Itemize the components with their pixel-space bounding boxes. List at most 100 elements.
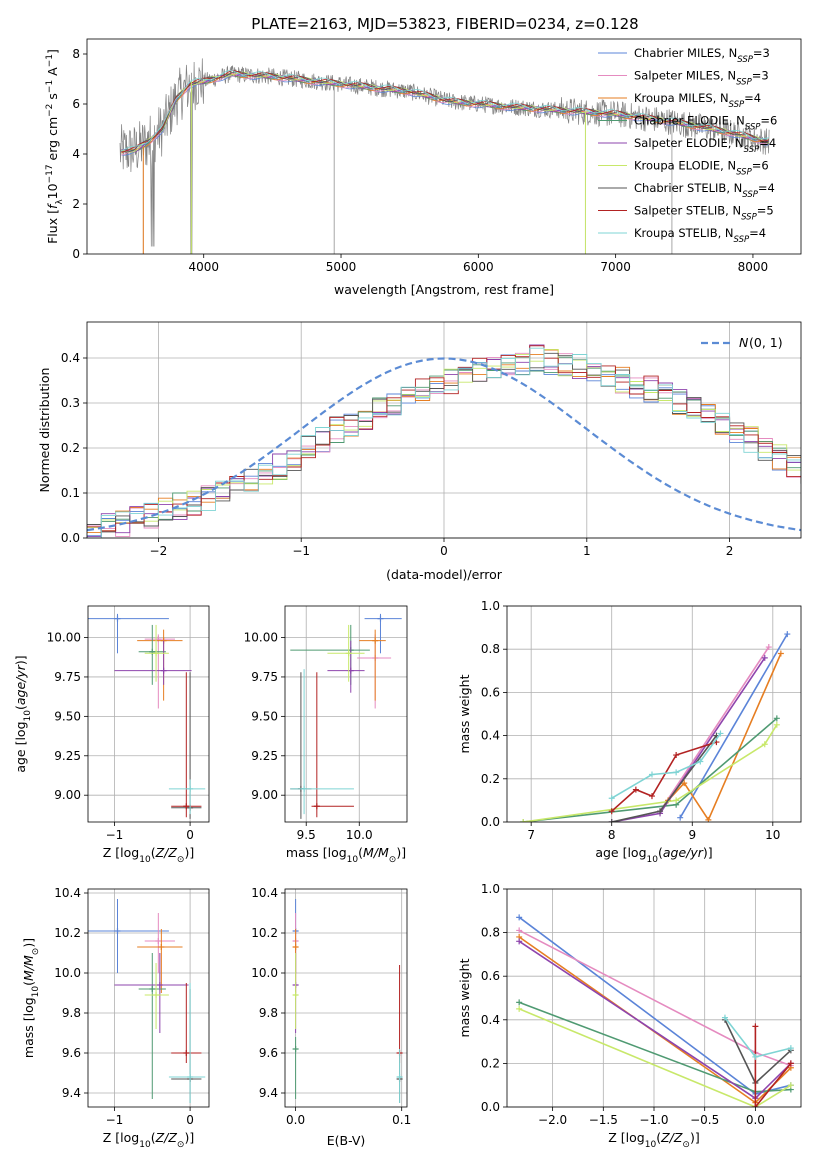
legend-entry: (0, 1) <box>749 335 783 350</box>
data-point <box>187 785 194 792</box>
y-tick-label: 9.4 <box>62 1086 81 1100</box>
x-axis-label: E(B-V) <box>327 1133 366 1148</box>
plot-area <box>87 39 801 254</box>
axes-massweight-vs-age: 7 8 9 10 0.0 0.2 0.4 0.6 0.8 1.0 age [log10(age/yr… <box>457 599 802 865</box>
mass-weight-point <box>608 819 615 822</box>
residual-histogram-series <box>87 352 801 533</box>
mass-weight-point <box>784 631 791 638</box>
y-tick-label: 10.2 <box>54 926 81 940</box>
mass-weight-point <box>717 730 724 737</box>
data-point <box>114 615 121 622</box>
x-tick-label: −1 <box>292 544 310 558</box>
mass-weight-point <box>673 769 680 776</box>
mass-weight-point <box>787 1060 794 1067</box>
y-tick-label: 1.0 <box>481 882 500 896</box>
y-tick-label: 10.0 <box>54 966 81 980</box>
y-tick-label: 0.2 <box>61 441 80 455</box>
plot-marks <box>88 613 206 819</box>
mass-weight-point <box>681 780 688 787</box>
y-tick-label: 9.8 <box>62 1006 81 1020</box>
y-axis-label: mass [log10(M/M⊙)] <box>21 938 41 1058</box>
y-tick-label: 9.25 <box>54 749 81 763</box>
legend: N (0, 1) <box>701 335 783 350</box>
data-point <box>160 667 167 674</box>
mass-weight-point <box>516 999 523 1006</box>
x-tick-label: 6000 <box>463 260 494 274</box>
mass-weight-point <box>761 741 768 748</box>
axes-frame <box>87 605 210 823</box>
x-axis-label: age [log10(age/yr)] <box>595 845 712 865</box>
x-tick-label: −1.5 <box>589 1113 618 1127</box>
y-tick-label: 0.0 <box>61 531 80 545</box>
model-spectrum <box>121 71 769 153</box>
mass-weight-line <box>667 653 782 822</box>
axes-age-vs-mass: 9.5 10.0 9.00 9.25 9.50 9.75 10.00 mass [log10(… <box>244 605 408 865</box>
residual-histogram-series <box>87 347 801 538</box>
x-tick-label: 10 <box>765 828 780 842</box>
x-tick-label: −2 <box>150 544 168 558</box>
y-tick-label: 9.75 <box>54 670 81 684</box>
legend-entry: N <box>739 335 749 350</box>
legend-entry: Kroupa STELIB, NSSP=4 <box>634 226 766 245</box>
x-axis-label: Z [log10(Z/Z⊙)] <box>608 1130 699 1150</box>
mass-weight-point <box>777 650 784 657</box>
mass-weight-point <box>765 644 772 651</box>
x-tick-label: 10.0 <box>346 828 373 842</box>
legend: Chabrier MILES, NSSP=3 Salpeter MILES, NS… <box>598 46 777 245</box>
x-tick-label: 8000 <box>738 260 769 274</box>
x-tick-label: 4000 <box>188 260 219 274</box>
legend-entry: Kroupa MILES, NSSP=4 <box>634 91 761 110</box>
axes-frame <box>506 605 802 823</box>
x-tick-label: −1 <box>106 1113 124 1127</box>
data-point <box>292 1046 299 1052</box>
plot-marks <box>88 899 206 1103</box>
mass-weight-point <box>787 1045 794 1052</box>
legend-entry: Chabrier STELIB, NSSP=4 <box>634 181 775 200</box>
data-point <box>345 650 352 657</box>
mass-weight-point <box>608 795 615 802</box>
data-point <box>292 992 299 998</box>
x-axis-label: mass [log10(M/M⊙)] <box>286 845 406 865</box>
x-tick-label: 0 <box>186 1113 194 1127</box>
normal-curve <box>87 357 801 532</box>
mass-weight-point <box>648 793 655 800</box>
y-tick-label: 9.75 <box>251 670 278 684</box>
data-point <box>377 615 384 622</box>
x-tick-label: 9 <box>688 828 696 842</box>
data-point <box>292 944 299 950</box>
plot-area <box>507 606 801 822</box>
axes-frame <box>87 888 210 1108</box>
data-point <box>158 944 165 950</box>
mass-weight-point <box>516 914 523 921</box>
data-point <box>301 785 308 792</box>
mass-weight-point <box>677 814 684 821</box>
data-point <box>183 1050 190 1056</box>
y-tick-label: 0.6 <box>481 969 500 983</box>
x-tick-label: 0.0 <box>746 1113 765 1127</box>
x-axis-label: (data-model)/error <box>386 567 503 582</box>
plot-marks <box>516 914 794 1107</box>
y-tick-label: 9.25 <box>251 749 278 763</box>
legend-entry: Kroupa ELODIE, NSSP=6 <box>634 159 769 178</box>
y-tick-label: 9.50 <box>251 709 278 723</box>
y-tick-label: 10.2 <box>251 926 278 940</box>
plot-marks <box>87 344 801 538</box>
mass-weight-point <box>648 771 655 778</box>
y-tick-label: 0.3 <box>61 396 80 410</box>
mass-weight-point <box>752 1023 759 1030</box>
y-tick-label: 1.0 <box>481 599 500 613</box>
y-tick-label: 4 <box>72 147 80 161</box>
plot-marks <box>119 58 770 254</box>
y-tick-label: 0 <box>72 247 80 261</box>
x-tick-label: 0.1 <box>392 1113 411 1127</box>
x-tick-label: 8 <box>608 828 616 842</box>
y-tick-label: 0.8 <box>481 926 500 940</box>
x-tick-label: 1 <box>583 544 591 558</box>
mass-weight-point <box>761 654 768 661</box>
data-point <box>114 928 121 934</box>
x-axis-label: wavelength [Angstrom, rest frame] <box>334 282 554 297</box>
data-point <box>372 637 379 644</box>
y-tick-label: 10.00 <box>244 631 278 645</box>
data-point <box>149 986 156 992</box>
legend-entry: Chabrier MILES, NSSP=3 <box>634 46 770 65</box>
